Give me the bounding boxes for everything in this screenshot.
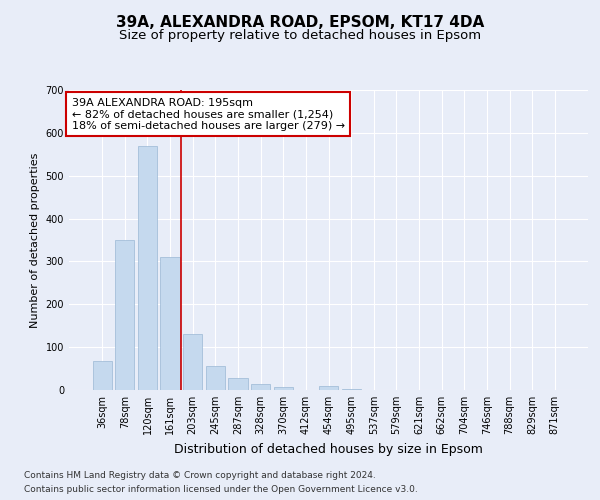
Text: 39A, ALEXANDRA ROAD, EPSOM, KT17 4DA: 39A, ALEXANDRA ROAD, EPSOM, KT17 4DA xyxy=(116,15,484,30)
Bar xyxy=(138,146,157,390)
Bar xyxy=(229,378,248,390)
Bar xyxy=(183,334,202,390)
Bar xyxy=(160,257,180,390)
Text: 39A ALEXANDRA ROAD: 195sqm
← 82% of detached houses are smaller (1,254)
18% of s: 39A ALEXANDRA ROAD: 195sqm ← 82% of deta… xyxy=(71,98,345,130)
X-axis label: Distribution of detached houses by size in Epsom: Distribution of detached houses by size … xyxy=(174,442,483,456)
Bar xyxy=(341,388,361,390)
Text: Contains public sector information licensed under the Open Government Licence v3: Contains public sector information licen… xyxy=(24,484,418,494)
Bar xyxy=(274,387,293,390)
Bar xyxy=(319,386,338,390)
Y-axis label: Number of detached properties: Number of detached properties xyxy=(30,152,40,328)
Bar xyxy=(206,366,225,390)
Bar xyxy=(92,362,112,390)
Text: Contains HM Land Registry data © Crown copyright and database right 2024.: Contains HM Land Registry data © Crown c… xyxy=(24,472,376,480)
Bar xyxy=(251,384,270,390)
Bar xyxy=(115,240,134,390)
Text: Size of property relative to detached houses in Epsom: Size of property relative to detached ho… xyxy=(119,28,481,42)
